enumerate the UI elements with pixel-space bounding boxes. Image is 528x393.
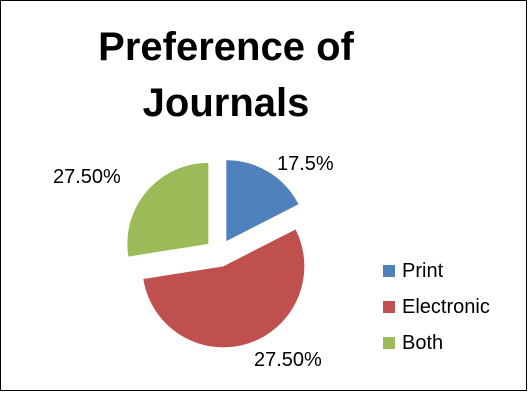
- data-label-print: 17.5%: [277, 153, 334, 175]
- legend-swatch-electronic: [383, 301, 395, 313]
- legend-label-print: Print: [402, 259, 444, 282]
- legend-item-both: Both: [383, 325, 490, 361]
- chart-title-line-2: Journals: [142, 81, 310, 125]
- legend-item-electronic: Electronic: [383, 289, 490, 325]
- pie-slice-both: [127, 162, 209, 257]
- pie-slice-print: [226, 160, 299, 242]
- legend-item-print: Print: [383, 253, 490, 289]
- data-label-electronic: 27.50%: [254, 349, 322, 371]
- legend-swatch-both: [383, 337, 395, 349]
- legend-label-both: Both: [402, 331, 444, 354]
- data-label-both: 27.50%: [53, 166, 121, 188]
- legend: Print Electronic Both: [383, 253, 490, 361]
- chart-title-line-1: Preference of: [98, 25, 354, 69]
- pie-slice-electronic: [143, 229, 305, 348]
- legend-label-electronic: Electronic: [402, 295, 490, 318]
- chart-title: Preference of Journals: [61, 19, 391, 131]
- legend-swatch-print: [383, 265, 395, 277]
